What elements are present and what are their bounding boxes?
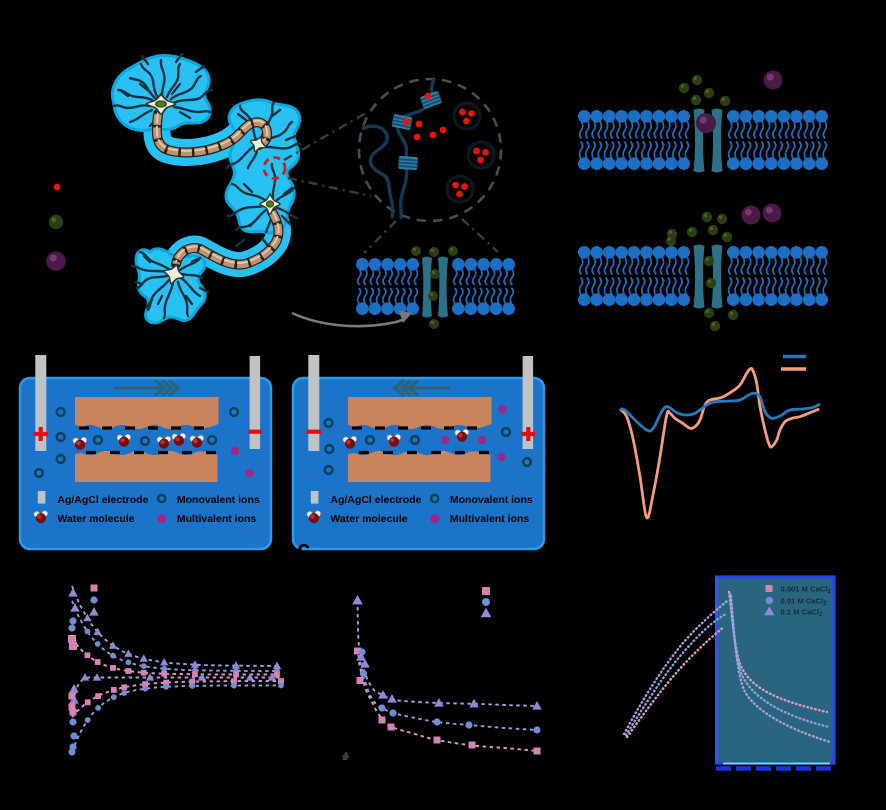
svg-text:Water molecule: Water molecule	[57, 513, 134, 525]
svg-text:Monovalent ions: Monovalent ions	[450, 494, 533, 506]
svg-text:0.001 M CaCl2: 0.001 M CaCl2	[781, 585, 832, 596]
svg-text:Ag/AgCl electrode: Ag/AgCl electrode	[57, 494, 148, 506]
svg-text:c: c	[297, 536, 310, 563]
svg-text:Multivalent ions: Multivalent ions	[177, 513, 257, 525]
svg-text:Ag/AgCl electrode: Ag/AgCl electrode	[330, 494, 421, 506]
svg-text:0.1 M CaCl2: 0.1 M CaCl2	[781, 608, 823, 619]
svg-text:Multivalent ions: Multivalent ions	[450, 513, 530, 525]
svg-text:Monovalent ions: Monovalent ions	[177, 494, 260, 506]
svg-text:Water molecule: Water molecule	[330, 513, 407, 525]
svg-text:0.01 M CaCl2: 0.01 M CaCl2	[781, 597, 828, 608]
